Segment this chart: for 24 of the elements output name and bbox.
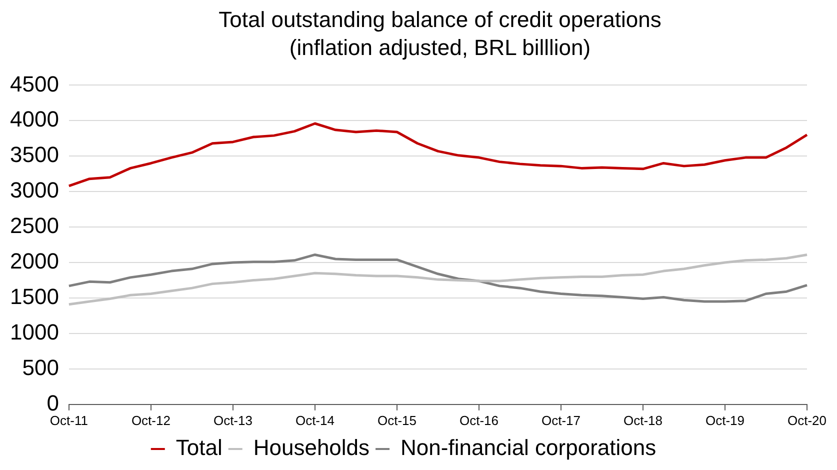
y-tick-label: 4000: [10, 106, 59, 132]
x-tick-label: Oct-14: [295, 412, 334, 428]
x-tick-label: Oct-12: [131, 412, 170, 428]
x-tick-label: Oct-15: [377, 412, 416, 428]
y-tick-label: 4500: [10, 71, 59, 96]
legend-label: Total: [176, 435, 222, 460]
y-tick-label: 2500: [10, 213, 59, 238]
y-tick-label: 1000: [10, 320, 59, 345]
y-tick-label: 3500: [10, 142, 59, 168]
x-tick-label: Oct-13: [213, 412, 252, 428]
legend-label: Households: [253, 435, 370, 460]
x-tick-label: Oct-11: [50, 412, 88, 428]
y-tick-label: 2000: [10, 248, 59, 274]
y-tick-label: 3000: [10, 178, 59, 203]
y-tick-label: 0: [46, 390, 59, 416]
x-tick-label: Oct-20: [787, 412, 827, 428]
y-tick-label: 500: [22, 354, 59, 380]
x-tick-label: Oct-18: [623, 412, 662, 428]
chart-title: Total outstanding balance of credit operations (inflation adjusted, BRL billlion): [218, 6, 662, 62]
x-tick-label: Oct-19: [705, 412, 744, 428]
x-tick-label: Oct-17: [541, 412, 580, 428]
legend-label: Non-financial corporations: [400, 435, 656, 460]
x-tick-label: Oct-16: [459, 412, 498, 428]
y-tick-label: 1500: [10, 284, 59, 310]
